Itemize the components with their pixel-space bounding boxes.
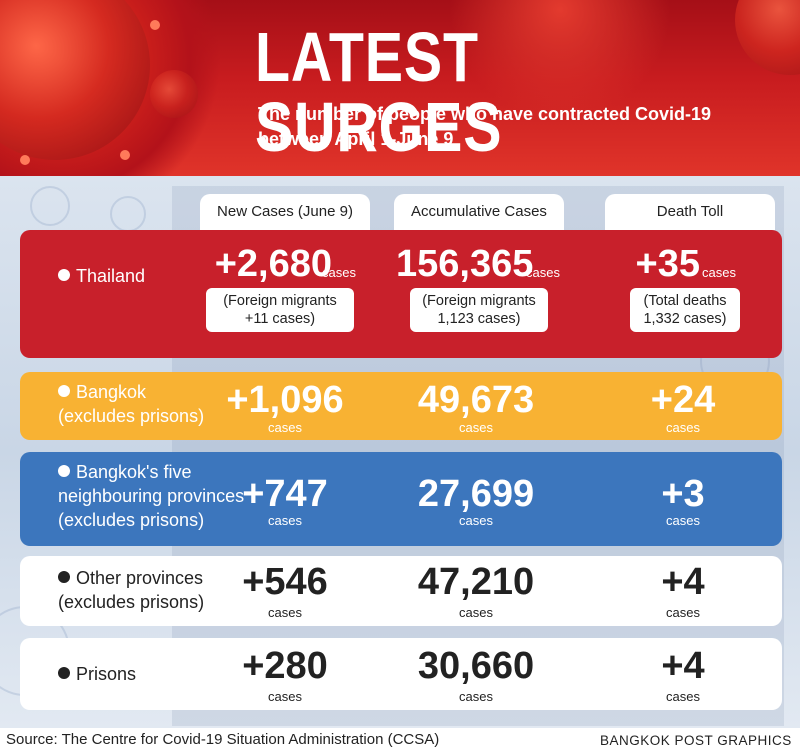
virus-spike-icon (150, 20, 160, 30)
page-title: LATEST SURGES (255, 18, 503, 166)
death-toll-unit: cases (666, 689, 700, 704)
note-line: (Foreign migrants (223, 293, 337, 309)
row-label: Bangkok's five neighbouring provinces (e… (58, 460, 244, 532)
bullet-icon (58, 571, 70, 583)
death-toll-unit: cases (666, 420, 700, 435)
death-toll-value: +4 (661, 645, 705, 687)
virus-outline-icon (110, 196, 146, 232)
new-cases-unit: cases (268, 420, 302, 435)
row-label: Prisons (58, 662, 136, 686)
virus-spike-icon (120, 150, 130, 160)
header-banner: LATEST SURGES The number of people who h… (0, 0, 800, 176)
virus-illustration-icon (150, 70, 198, 118)
subtitle-line: between April 1-June 9 (258, 129, 454, 149)
new-cases-value: +546 (242, 561, 328, 603)
source-note: Source: The Centre for Covid-19 Situatio… (6, 731, 440, 748)
accumulative-unit: cases (459, 689, 493, 704)
new-cases-value: +2,680 (214, 243, 332, 285)
bullet-icon (58, 667, 70, 679)
bullet-icon (58, 269, 70, 281)
footer (0, 728, 800, 752)
new-cases-value: +747 (242, 473, 328, 515)
page-subtitle: The number of people who have contracted… (258, 102, 798, 152)
new-cases-unit: cases (268, 605, 302, 620)
row-label-text: Prisons (76, 664, 137, 684)
virus-outline-icon (30, 186, 70, 226)
accumulative-unit: cases (526, 265, 560, 280)
note-line: 1,332 cases) (643, 311, 727, 327)
note-line: (Total deaths (643, 293, 727, 309)
accumulative-value: 49,673 (417, 379, 535, 421)
accumulative-value: 156,365 (396, 243, 534, 285)
accumulative-unit: cases (459, 605, 493, 620)
new-cases-unit: cases (268, 513, 302, 528)
accumulative-value: 47,210 (417, 561, 535, 603)
death-toll-unit: cases (666, 605, 700, 620)
death-toll-value: +4 (661, 561, 705, 603)
row-thailand: Thailand +2,680 cases (Foreign migrants … (20, 230, 782, 358)
note-line: +11 cases) (244, 311, 316, 327)
accumulative-value: 30,660 (417, 645, 535, 687)
row-label-text: (excludes prisons) (58, 406, 205, 426)
column-header-accumulative: Accumulative Cases (394, 194, 564, 230)
virus-spike-icon (20, 155, 30, 165)
row-label-text: Bangkok (76, 382, 147, 402)
virus-illustration-icon (735, 0, 800, 75)
row-label: Thailand (58, 264, 145, 288)
accumulative-note: (Foreign migrants 1,123 cases) (410, 288, 548, 332)
bullet-icon (58, 465, 70, 477)
death-toll-note: (Total deaths 1,332 cases) (630, 288, 740, 332)
accumulative-unit: cases (459, 513, 493, 528)
bullet-icon (58, 385, 70, 397)
new-cases-value: +280 (242, 645, 328, 687)
accumulative-unit: cases (459, 420, 493, 435)
row-five-provinces: Bangkok's five neighbouring provinces (e… (20, 452, 782, 546)
row-label-text: (excludes prisons) (58, 510, 205, 530)
column-header-new-cases: New Cases (June 9) (200, 194, 370, 230)
row-label-text: Thailand (76, 266, 146, 286)
graphics-credit: BANGKOK POST GRAPHICS (600, 733, 792, 748)
note-line: (Foreign migrants (422, 293, 536, 309)
column-header-death-toll: Death Toll (605, 194, 775, 230)
row-other-provinces: Other provinces (excludes prisons) +546 … (20, 556, 782, 626)
new-cases-unit: cases (268, 689, 302, 704)
new-cases-value: +1,096 (226, 379, 344, 421)
row-prisons: Prisons +280 cases 30,660 cases +4 cases (20, 638, 782, 710)
new-cases-unit: cases (322, 265, 356, 280)
new-cases-note: (Foreign migrants +11 cases) (206, 288, 354, 332)
note-line: 1,123 cases) (437, 311, 521, 327)
row-bangkok: Bangkok (excludes prisons) +1,096 cases … (20, 372, 782, 440)
death-toll-value: +24 (650, 379, 716, 421)
row-label-text: neighbouring provinces (58, 486, 245, 506)
row-label-text: (excludes prisons) (58, 592, 205, 612)
row-label-text: Other provinces (76, 568, 204, 588)
death-toll-value: +3 (661, 473, 705, 515)
death-toll-value: +35 (635, 243, 700, 285)
row-label: Bangkok (excludes prisons) (58, 380, 204, 428)
accumulative-value: 27,699 (417, 473, 535, 515)
subtitle-line: The number of people who have contracted… (258, 104, 712, 124)
row-label-text: Bangkok's five (76, 462, 192, 482)
death-toll-unit: cases (702, 265, 736, 280)
virus-illustration-icon (0, 0, 150, 160)
row-label: Other provinces (excludes prisons) (58, 566, 204, 614)
death-toll-unit: cases (666, 513, 700, 528)
